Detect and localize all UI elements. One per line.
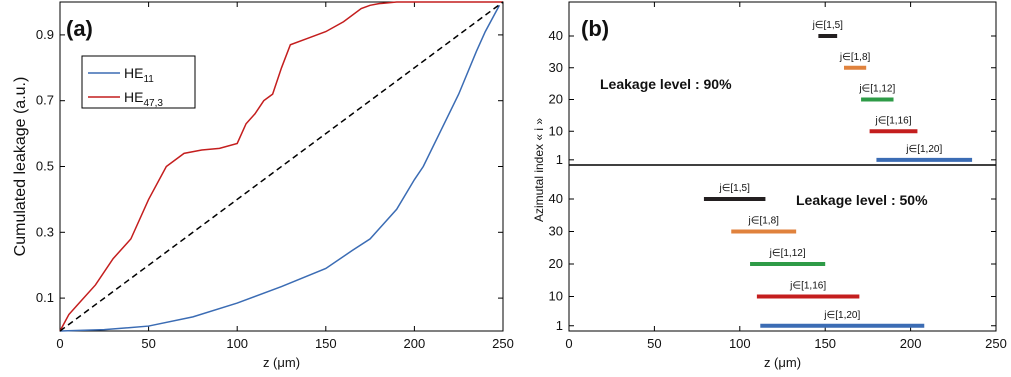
y-tick-label-a: 0.3 [36,224,54,239]
y-tick-label-b: 20 [549,92,563,107]
y-tick-label-a: 0.7 [36,93,54,108]
y-tick-label-b: 30 [549,60,563,75]
range-bar-label: j∈[1,12] [769,248,806,259]
panel-b: 0 50 100 150 200 250 1 10 20 30 40 1 10 20 30 40 z (μm) A… [532,1,1007,370]
y-tick-label-a: 0.1 [36,290,54,305]
x-tick-label-b: 50 [647,336,661,351]
reference-line [59,1,504,332]
x-tick-label-a: 250 [492,336,514,351]
range-bar-label: j∈[1,16] [875,115,912,126]
plot-frame-b [568,1,997,332]
y-tick-label-b: 40 [549,28,563,43]
panel-a-axes: 0 50 100 150 200 250 0.1 0.3 0.5 0.7 0.9 z (μm) Cumu… [12,1,514,370]
x-tick-label-a: 100 [226,336,248,351]
y-tick-label-a: 0.9 [36,27,54,42]
range-bar-label: j∈[1,20] [905,144,942,155]
panel-a-series [59,1,504,332]
legend-box [81,55,196,109]
y-tick-label-b: 30 [549,224,563,239]
leakage-section-0: Leakage level : 90% j∈[1,5] j∈[1,8] j∈[1,12… [600,20,973,162]
x-tick-label-a: 200 [404,336,426,351]
x-tick-label-a: 150 [315,336,337,351]
panel-a: 0 50 100 150 200 250 0.1 0.3 0.5 0.7 0.9 z (μm) Cumu… [12,1,514,370]
range-bar-label: j∈[1,5] [718,183,750,194]
leakage-section-1: Leakage level : 50% j∈[1,5] j∈[1,8] j∈[1,12… [703,183,928,328]
range-bar-label: j∈[1,16] [789,281,826,292]
x-tick-label-b: 0 [565,336,572,351]
x-tick-label-a: 50 [141,336,155,351]
panel-label-a: (a) [66,16,93,41]
y-tick-label-b: 10 [549,123,563,138]
x-tick-label-b: 200 [900,336,922,351]
leakage-annotation: Leakage level : 50% [796,192,928,208]
x-axis-label-b: z (μm) [764,355,801,370]
y-tick-label-b: 1 [556,318,563,333]
series-line-0 [59,4,501,332]
legend-label: HE47,3 [124,89,163,109]
y-axis-label-a: Cumulated leakage (a.u.) [12,77,29,257]
x-tick-label-a: 0 [56,336,63,351]
x-tick-label-b: 250 [985,336,1007,351]
x-tick-label-b: 150 [814,336,836,351]
y-axis-label-b: Azimutal index « i » [532,118,546,222]
y-tick-label-a: 0.5 [36,159,54,174]
leakage-annotation: Leakage level : 90% [600,76,732,92]
y-tick-label-b: 40 [549,191,563,206]
legend: HE11 HE47,3 [81,55,196,109]
range-bar-label: j∈[1,20] [823,310,860,321]
range-bar-label: j∈[1,5] [812,20,844,31]
series-line-1 [59,1,503,332]
panel-b-axes: 0 50 100 150 200 250 1 10 20 30 40 1 10 20 30 40 z (μm) A… [532,1,1007,370]
range-bar-label: j∈[1,8] [748,216,780,227]
legend-label: HE11 [124,65,154,85]
panel-label-b: (b) [581,16,609,41]
y-tick-label-b: 10 [549,289,563,304]
range-bar-label: j∈[1,12] [858,84,895,95]
range-bar-label: j∈[1,8] [839,52,871,63]
y-tick-label-b: 1 [556,152,563,167]
y-tick-label-b: 20 [549,256,563,271]
x-tick-label-b: 100 [729,336,751,351]
x-axis-label-a: z (μm) [263,355,300,370]
